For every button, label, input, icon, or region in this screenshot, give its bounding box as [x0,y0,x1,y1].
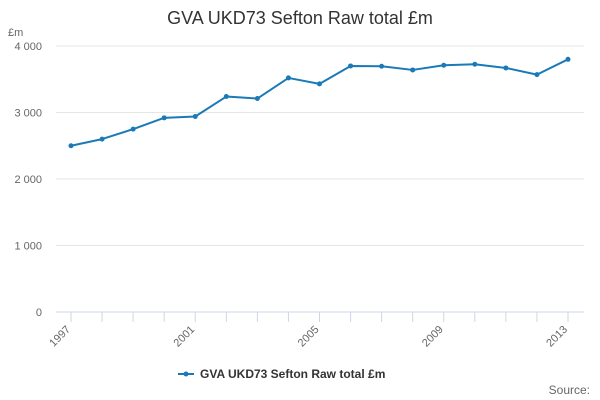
data-point [223,94,229,100]
data-point [534,72,540,78]
x-tick-label: 2009 [420,324,446,350]
y-tick-label: 0 [36,307,42,319]
axes: 0 1 000 2 000 3 000 4 000 1997 2001 2005 2009 201… [14,41,584,349]
gridlines [56,45,584,246]
x-tick-label: 1997 [47,324,73,350]
data-point [379,63,385,69]
data-point [317,81,322,87]
chart-title: GVA UKD73 Sefton Raw total £m [167,8,433,28]
x-tick-label: 2001 [172,324,198,350]
data-point [410,67,416,73]
data-point [441,62,447,68]
y-tick-label: 4 000 [14,41,42,53]
x-tick-label: 2013 [544,324,570,350]
data-point [472,61,478,67]
data-point [161,115,167,121]
data-point [130,126,136,132]
data-point [285,75,291,81]
source-credit[interactable]: Source: [549,383,590,397]
y-tick-label: 1 000 [14,241,42,253]
y-axis-unit-label: £m [8,27,23,39]
x-tick-label: 2005 [296,324,322,350]
data-point [192,113,198,119]
legend-swatch-marker [183,371,189,377]
data-point [503,65,509,71]
data-point [68,143,74,149]
legend[interactable]: GVA UKD73 Sefton Raw total £m [178,367,385,381]
series-layer [68,56,571,149]
data-point [565,56,571,62]
data-point [254,96,260,102]
data-point [99,136,105,142]
y-tick-label: 3 000 [14,108,42,120]
series-line [70,58,569,147]
legend-label: GVA UKD73 Sefton Raw total £m [200,367,385,381]
data-point [348,63,354,69]
y-tick-label: 2 000 [14,174,42,186]
